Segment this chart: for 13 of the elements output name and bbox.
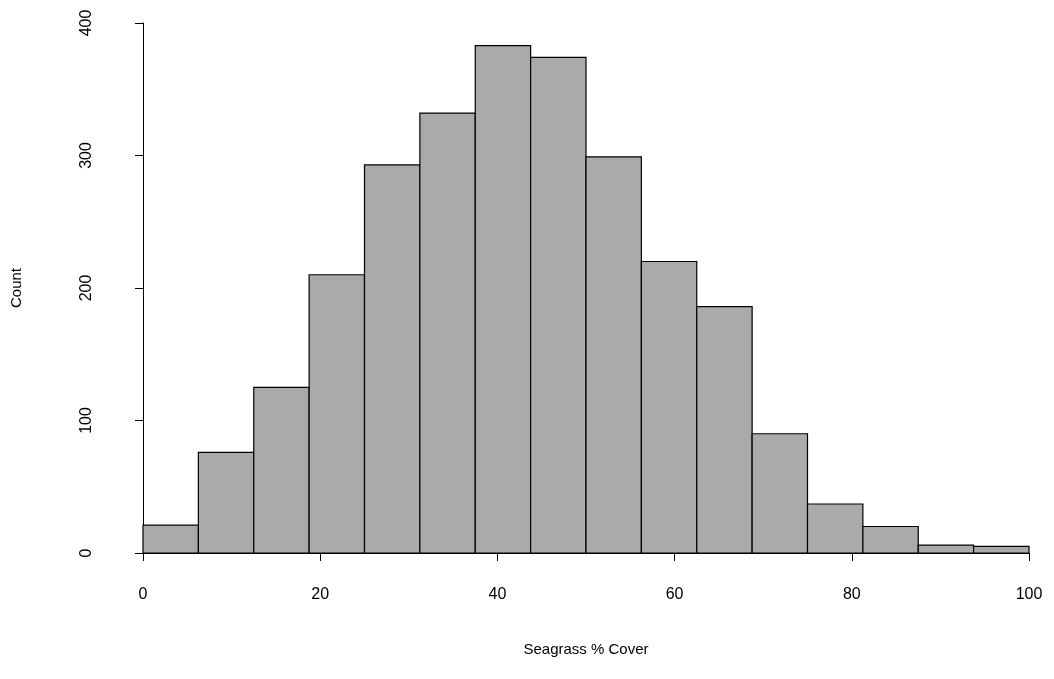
y-axis-title: Count xyxy=(7,267,24,309)
x-axis-title: Seagrass % Cover xyxy=(523,640,649,657)
x-tick-label: 0 xyxy=(138,584,148,602)
y-tick-label: 300 xyxy=(76,142,94,169)
y-tick-label: 0 xyxy=(76,548,94,558)
y-tick-label: 100 xyxy=(76,407,94,434)
x-tick-label: 100 xyxy=(1015,584,1043,602)
x-tick-label: 20 xyxy=(311,584,330,602)
y-tick-label: 400 xyxy=(76,9,94,37)
y-tick-label: 200 xyxy=(76,274,94,302)
x-tick-label: 40 xyxy=(488,584,507,602)
x-tick-label: 60 xyxy=(665,584,684,602)
x-tick-label: 80 xyxy=(842,584,861,602)
